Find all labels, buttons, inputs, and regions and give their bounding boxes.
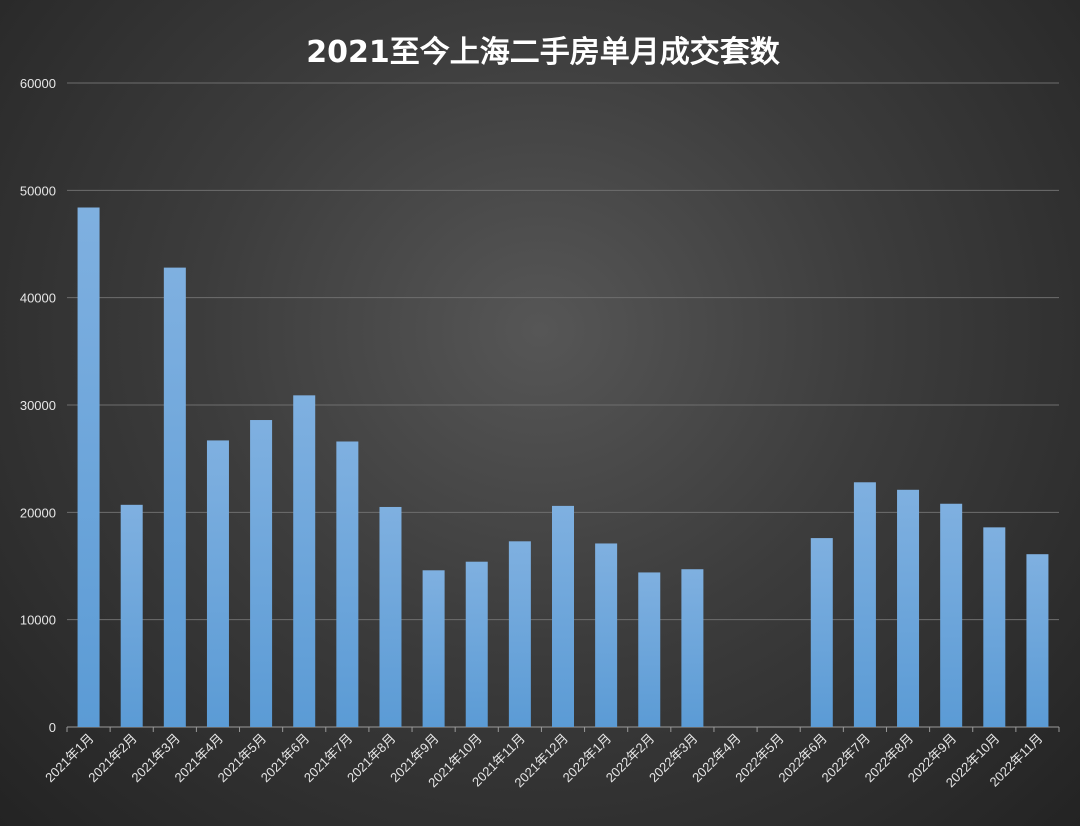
bar	[1026, 554, 1049, 727]
bar	[465, 561, 488, 727]
y-tick-label: 20000	[20, 505, 56, 520]
y-tick-label: 50000	[20, 183, 56, 198]
y-tick-label: 30000	[20, 398, 56, 413]
bar	[379, 506, 402, 727]
bar	[508, 541, 531, 727]
bar	[940, 503, 963, 727]
bar	[336, 441, 359, 727]
bar	[595, 543, 618, 727]
y-tick-label: 40000	[20, 291, 56, 306]
bar	[163, 267, 186, 727]
bar	[552, 505, 574, 727]
bar	[810, 538, 833, 727]
chart-title: 2021至今上海二手房单月成交套数	[306, 35, 780, 70]
bar	[638, 572, 661, 727]
x-axis-labels: 2021年1月2021年2月2021年3月2021年4月2021年5月2021年…	[42, 727, 1060, 790]
bar	[250, 420, 273, 727]
bar	[206, 440, 229, 727]
bar	[983, 527, 1006, 727]
bar	[293, 395, 316, 727]
bar	[120, 504, 143, 727]
y-tick-label: 0	[49, 720, 56, 735]
bar	[853, 482, 876, 727]
bar	[77, 207, 100, 728]
y-tick-label: 60000	[20, 76, 56, 91]
bar	[422, 570, 445, 727]
bar	[897, 489, 920, 727]
bars-layer	[77, 207, 1049, 728]
y-tick-label: 10000	[20, 613, 56, 628]
bar	[681, 569, 704, 727]
